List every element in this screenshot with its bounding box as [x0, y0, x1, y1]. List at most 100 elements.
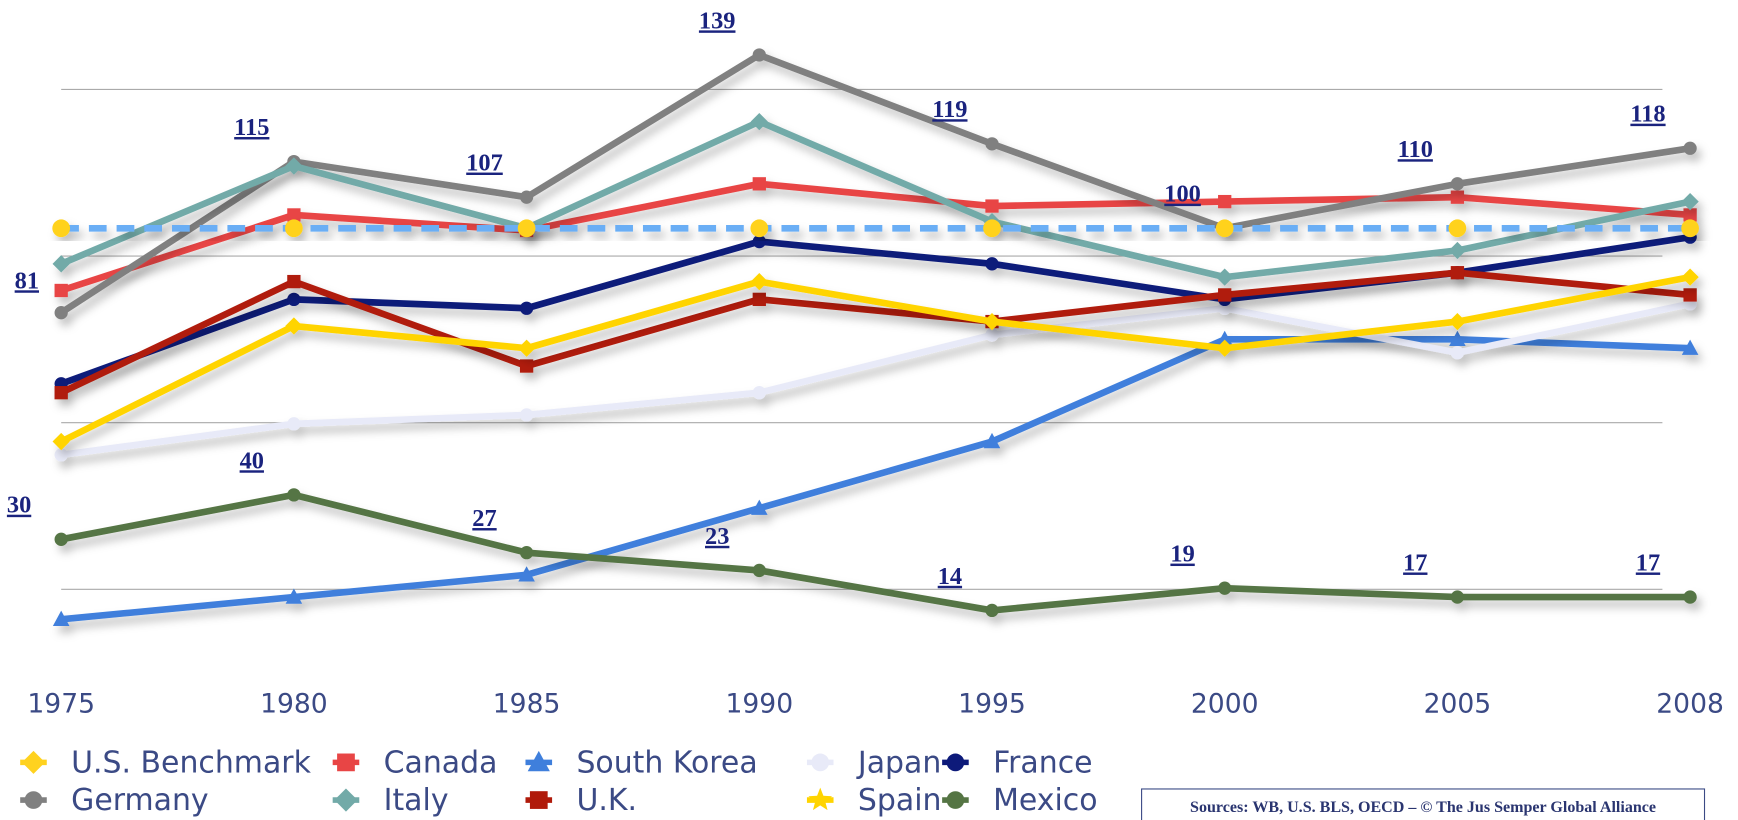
- point: [54, 386, 68, 400]
- point: [517, 219, 536, 238]
- point: [1450, 177, 1465, 191]
- point: [752, 292, 766, 307]
- point: [750, 219, 769, 238]
- line: [59, 269, 1691, 396]
- x-tick-label: 1975: [27, 689, 95, 720]
- point: [752, 177, 766, 191]
- point: [519, 301, 534, 315]
- data-label: 100: [1164, 181, 1201, 208]
- point: [54, 448, 68, 462]
- point: [1449, 330, 1466, 347]
- line: [59, 51, 1691, 316]
- point: [752, 386, 766, 400]
- point: [52, 432, 70, 451]
- point: [985, 137, 999, 151]
- point: [287, 274, 301, 289]
- point: [985, 257, 999, 271]
- x-tick-label: 1985: [493, 689, 561, 720]
- data-label: 118: [1630, 101, 1665, 128]
- point: [983, 432, 1001, 449]
- x-tick-label: 2000: [1191, 689, 1259, 720]
- point: [54, 283, 68, 298]
- legend-label: U.K.: [576, 783, 637, 818]
- legend-marker: [811, 753, 830, 772]
- line: [60, 336, 1691, 623]
- point: [517, 339, 536, 357]
- x-tick-label: 1980: [260, 689, 328, 720]
- legend-marker: [946, 791, 965, 809]
- series: [52, 268, 1699, 451]
- point: [1448, 312, 1467, 331]
- legend-marker: [24, 791, 43, 809]
- point: [287, 292, 301, 307]
- legend-label: Mexico: [993, 783, 1097, 818]
- point: [52, 255, 70, 273]
- legend-label: Japan: [856, 745, 941, 780]
- data-label: 17: [1403, 549, 1427, 576]
- legend-label: Germany: [71, 783, 208, 818]
- point: [285, 588, 303, 604]
- point: [1681, 339, 1699, 355]
- point: [519, 190, 534, 204]
- point: [1218, 288, 1232, 302]
- legend-marker: [527, 750, 550, 772]
- point: [752, 234, 766, 249]
- point: [52, 219, 71, 238]
- x-tick-label: 1990: [725, 689, 793, 720]
- data-label: 110: [1398, 136, 1433, 163]
- point: [518, 566, 535, 582]
- series: [52, 219, 1699, 238]
- data-label: 119: [932, 96, 967, 123]
- source-box: [1141, 788, 1706, 820]
- point: [983, 312, 1001, 331]
- x-tick-label: 1995: [958, 689, 1026, 720]
- data-label: 27: [472, 505, 496, 532]
- line: [60, 180, 1691, 294]
- point: [1681, 268, 1699, 286]
- source: Sources: WB, U.S. BLS, OECD – © The Jus …: [1190, 799, 1656, 816]
- legend-marker: [21, 750, 46, 774]
- point: [750, 272, 768, 291]
- point: [1683, 141, 1697, 155]
- point: [519, 408, 534, 422]
- legend-label: South Korea: [576, 745, 757, 780]
- legend-marker: [529, 791, 548, 809]
- line: [59, 273, 1691, 445]
- point: [287, 417, 301, 431]
- point: [519, 545, 534, 560]
- point: [287, 488, 301, 502]
- point: [1681, 192, 1699, 211]
- legend-label: Canada: [384, 745, 498, 780]
- series: [54, 488, 1697, 618]
- point: [1450, 266, 1465, 280]
- point: [752, 48, 766, 62]
- series: [52, 330, 1699, 626]
- point: [1216, 268, 1234, 286]
- line: [60, 300, 1691, 459]
- legend-label: U.S. Benchmark: [71, 745, 311, 780]
- data-label: 30: [7, 492, 31, 519]
- point: [287, 208, 301, 222]
- point: [1683, 208, 1697, 222]
- point: [985, 328, 999, 342]
- line: [59, 118, 1691, 281]
- legend-label: France: [993, 745, 1092, 780]
- point: [1450, 590, 1465, 604]
- legend-marker: [946, 753, 965, 772]
- data-label: 139: [699, 7, 736, 34]
- legend-label: Italy: [384, 783, 449, 818]
- point: [519, 359, 534, 373]
- point: [1450, 190, 1465, 204]
- point: [752, 563, 766, 578]
- point: [750, 499, 768, 515]
- point: [1450, 346, 1465, 360]
- data-label: 40: [240, 447, 264, 474]
- point: [54, 532, 68, 546]
- point: [1218, 194, 1232, 209]
- series: [54, 177, 1697, 298]
- point: [1681, 219, 1699, 238]
- point: [285, 317, 303, 335]
- legend-marker: [808, 787, 833, 811]
- point: [1683, 590, 1697, 604]
